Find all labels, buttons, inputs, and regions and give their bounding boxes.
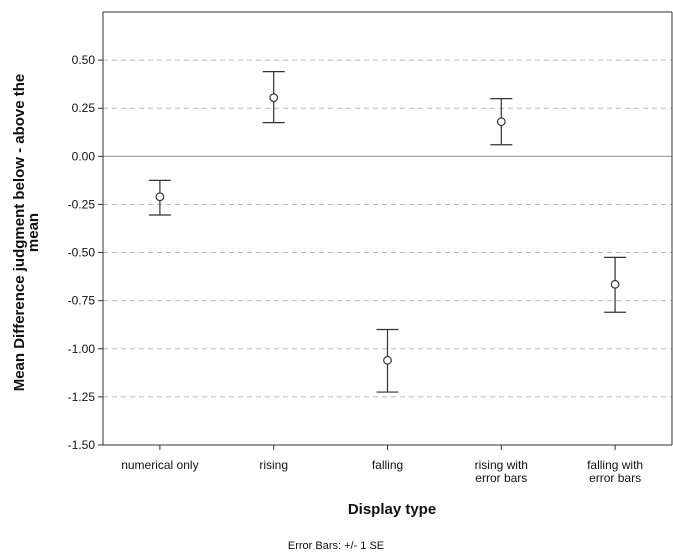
x-tick-label: numerical only xyxy=(121,458,198,472)
mean-marker xyxy=(269,93,279,103)
x-tick-label: error bars xyxy=(475,471,527,485)
x-axis-title: Display type xyxy=(348,501,436,518)
mean-marker xyxy=(496,117,506,127)
y-tick-label: 0.50 xyxy=(72,53,96,67)
error-bar-point xyxy=(604,256,627,313)
y-axis-title-line: Mean Difference judgment below - above t… xyxy=(11,74,28,392)
error-bar-point xyxy=(148,179,171,216)
y-tick-label: 0.00 xyxy=(72,149,96,163)
y-tick-label: -1.00 xyxy=(68,342,96,356)
y-tick-label: -0.25 xyxy=(68,197,96,211)
data-points xyxy=(148,71,627,393)
y-tick-label: 0.25 xyxy=(72,101,96,115)
mean-marker xyxy=(155,192,165,202)
y-tick-label: -1.25 xyxy=(68,390,96,404)
mean-marker xyxy=(610,279,620,289)
x-tick-label: rising with xyxy=(475,458,528,472)
error-bar-point xyxy=(376,328,399,393)
y-tick-label: -0.50 xyxy=(68,246,96,260)
y-axis-title-line: mean xyxy=(25,213,42,252)
y-tick-label: -0.75 xyxy=(68,294,96,308)
x-tick-label: rising xyxy=(259,458,288,472)
x-tick-label: falling with xyxy=(587,458,643,472)
y-tick-label: -1.50 xyxy=(68,438,96,452)
ticks: 0.50 0.25 0.00 -0.25 -0.50 -0.75 -1.00 -1.25 -1.… xyxy=(68,53,643,485)
error-bar-point xyxy=(490,97,513,146)
error-bar-point xyxy=(262,71,285,124)
error-bars-footnote: Error Bars: +/- 1 SE xyxy=(288,540,384,552)
x-tick-label: falling xyxy=(372,458,403,472)
mean-marker xyxy=(383,355,392,365)
gridlines xyxy=(103,59,672,398)
x-tick-label: error bars xyxy=(589,471,641,485)
y-axis-title: Mean Difference judgment below - above t… xyxy=(11,74,42,392)
